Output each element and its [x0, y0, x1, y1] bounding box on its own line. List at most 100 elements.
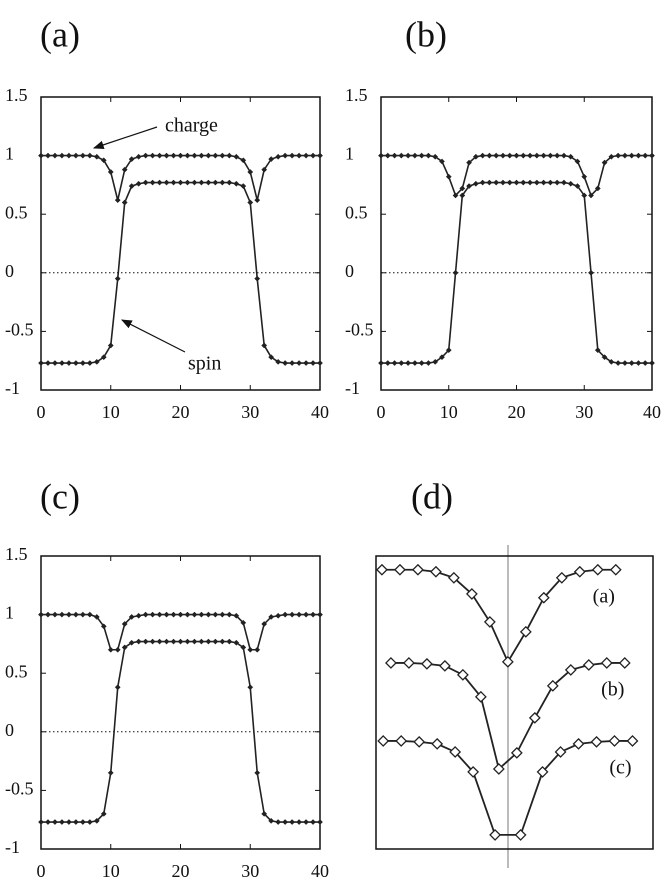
data-point	[594, 347, 601, 354]
data-point	[588, 269, 594, 276]
data-point	[425, 360, 432, 366]
data-point	[86, 152, 93, 159]
x-tick-label: 30	[241, 402, 259, 422]
data-point	[93, 817, 100, 824]
data-point	[135, 612, 142, 619]
data-point	[317, 819, 323, 825]
data-point	[431, 737, 444, 750]
data-point	[72, 360, 79, 366]
data-point	[432, 153, 439, 160]
y-tick-label: 1.5	[5, 85, 28, 105]
data-point	[289, 819, 296, 825]
data-point	[65, 152, 72, 159]
data-point	[142, 179, 149, 186]
data-point	[642, 360, 649, 366]
data-point	[465, 587, 478, 600]
data-point	[212, 638, 219, 645]
data-point	[240, 157, 247, 164]
data-point	[79, 360, 86, 366]
data-point	[240, 644, 247, 651]
x-tick-label: 0	[37, 402, 46, 422]
data-point	[493, 179, 500, 186]
data-point	[456, 668, 469, 681]
x-tick-label: 20	[172, 861, 190, 881]
data-point	[268, 613, 275, 620]
series-line	[381, 568, 616, 664]
data-point	[205, 611, 212, 618]
data-point	[445, 173, 452, 180]
data-point	[198, 611, 205, 618]
y-tick-label: 0.5	[5, 202, 28, 222]
data-point	[649, 152, 655, 159]
data-point	[466, 183, 473, 190]
data-point	[219, 611, 226, 618]
data-point	[282, 611, 289, 618]
data-point	[149, 611, 156, 618]
data-point	[377, 735, 390, 747]
x-tick-label: 10	[102, 861, 120, 881]
data-point	[226, 152, 233, 159]
data-point	[618, 657, 631, 669]
data-point	[149, 638, 156, 645]
y-tick-label: 1	[345, 144, 354, 164]
data-point	[492, 763, 505, 775]
data-point	[608, 358, 615, 365]
data-point	[520, 179, 527, 186]
data-point	[581, 173, 588, 180]
panel-title: (c)	[40, 476, 80, 516]
data-point	[219, 179, 226, 186]
data-point	[635, 360, 642, 366]
data-point	[395, 735, 408, 747]
data-point	[198, 179, 205, 186]
data-point	[275, 819, 282, 825]
data-point	[45, 360, 51, 366]
data-point	[261, 621, 268, 627]
data-point	[58, 152, 65, 159]
data-point	[268, 354, 275, 361]
data-point	[608, 735, 621, 747]
y-tick-label: -0.5	[5, 779, 34, 799]
x-tick-label: 20	[508, 402, 526, 422]
data-point	[303, 611, 310, 618]
data-point	[114, 197, 121, 204]
data-point	[554, 179, 561, 186]
data-point	[205, 152, 212, 159]
data-point	[514, 828, 527, 841]
data-point	[233, 639, 240, 646]
data-point	[432, 358, 439, 365]
data-point	[198, 638, 205, 645]
data-point	[527, 152, 534, 159]
x-tick-label: 30	[241, 861, 259, 881]
data-point	[418, 360, 425, 366]
x-tick-label: 40	[311, 861, 329, 881]
y-tick-label: 0	[345, 261, 354, 281]
data-point	[205, 638, 212, 645]
data-point	[275, 612, 282, 619]
data-point	[191, 611, 198, 618]
data-point	[79, 152, 86, 159]
data-point	[177, 611, 184, 618]
data-point	[466, 159, 473, 166]
data-point	[254, 646, 261, 653]
data-point	[609, 563, 622, 576]
data-point	[588, 192, 594, 199]
data-point	[247, 199, 254, 206]
data-point	[268, 156, 275, 163]
plot-frame	[380, 96, 653, 391]
data-point	[384, 152, 391, 159]
data-point	[573, 565, 586, 578]
data-point	[58, 819, 65, 825]
series-line	[41, 154, 320, 201]
y-tick-label: -1	[5, 837, 20, 857]
data-point	[391, 360, 398, 366]
data-point	[72, 819, 79, 825]
data-point	[65, 819, 72, 825]
data-point	[635, 152, 642, 159]
data-point	[459, 185, 466, 192]
data-point	[72, 611, 79, 618]
data-point	[58, 611, 65, 618]
data-point	[649, 360, 655, 366]
data-point	[184, 179, 191, 186]
data-point	[510, 746, 523, 759]
data-point	[378, 360, 384, 366]
